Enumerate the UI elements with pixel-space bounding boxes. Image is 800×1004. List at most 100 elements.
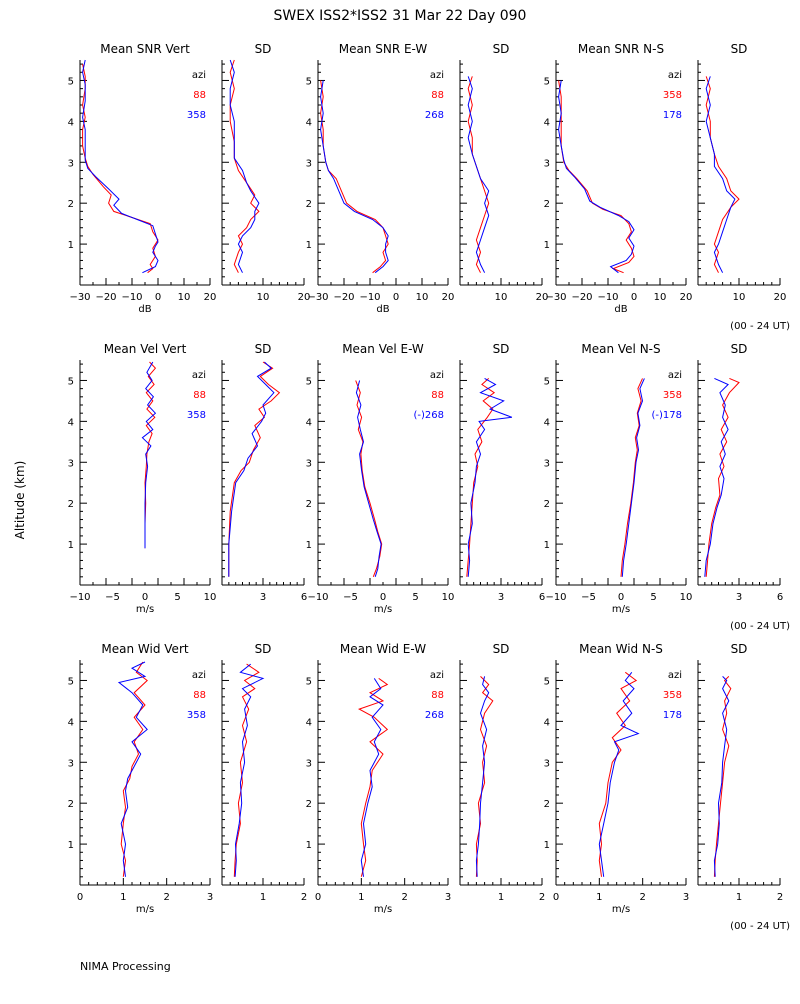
panel-r2-c3-xtick-label: 1	[498, 892, 504, 903]
panel-r2-c2: Mean Wid E-W 1 2 3 4 5 0 1 2 3 m/s azi 88 268	[306, 642, 452, 915]
panel-r0-c1-series-b	[229, 59, 260, 273]
panel-r0-c2-title: Mean SNR E-W	[339, 42, 428, 56]
panel-r2-c3-xtick-label: 2	[539, 892, 545, 903]
panel-r0-c2-xtick-label: −30	[307, 292, 328, 303]
panel-r2-c4-title: Mean Wid N-S	[579, 642, 663, 656]
panel-r2-c4-xtick-label: 2	[639, 892, 645, 903]
panel-r0-c0-xtick-label: −20	[95, 292, 116, 303]
panel-r1-c0-xtick-label: −10	[69, 592, 90, 603]
panel-r1-c2-ytick-label: 5	[306, 376, 312, 387]
panel-r1-c4-ytick-label: 5	[544, 376, 550, 387]
panel-r2-c4-legend-entry: 178	[663, 710, 682, 721]
panel-r0-c1-series-a	[229, 59, 260, 273]
panel-r2-c0-ytick-label: 1	[68, 840, 74, 851]
panel-r1-c2-xtick-label: −5	[343, 592, 358, 603]
panel-r1-c2: Mean Vel E-W 1 2 3 4 5 −10 −5 0 5 10 m/s azi 88 (-)268	[306, 342, 455, 615]
panel-r1-c3-xtick-label: 6	[539, 592, 545, 603]
panel-r2-c2-xlabel: m/s	[374, 904, 392, 915]
panel-r2-c2-ytick-label: 2	[306, 799, 312, 810]
panel-r2-c5-series-a	[713, 676, 732, 877]
panel-r0-c3: SD 10 20	[459, 42, 548, 303]
panel-r2-c0-ytick-label: 2	[68, 799, 74, 810]
panel-r1-c1-xtick-label: 3	[260, 592, 266, 603]
panel-r0-c3-xtick-label: 10	[495, 292, 508, 303]
panel-r0-c4-legend-heading: azi	[668, 70, 682, 81]
panel-r0-c0-xtick-label: −10	[121, 292, 142, 303]
panel-r2-c4-ytick-label: 4	[544, 717, 550, 728]
panel-r2-c1-series-a	[233, 663, 260, 877]
altitude-axis-label: Altitude (km)	[13, 461, 27, 540]
panel-r2-c0-ytick-label: 5	[68, 676, 74, 687]
panel-r0-c2-series-b	[320, 80, 389, 274]
panel-r0-c2-ytick-label: 4	[306, 117, 312, 128]
panel-r2-c0-xtick-label: 0	[77, 892, 83, 903]
panel-r1-c2-xtick-label: 10	[442, 592, 455, 603]
panel-r2-c5-title: SD	[731, 642, 748, 656]
panel-r1-c2-series-b	[355, 380, 382, 577]
processing-footer: NIMA Processing	[80, 960, 171, 973]
panel-r0-c0-legend-entry: 88	[193, 90, 206, 101]
panel-r0-c0-series-a	[82, 63, 159, 274]
panel-r2-c2-series-a	[357, 677, 389, 877]
panel-r0-c4-ytick-label: 5	[544, 76, 550, 87]
panel-r2-c2-xtick-label: 0	[315, 892, 321, 903]
panel-r2-c2-ytick-label: 5	[306, 676, 312, 687]
panel-r0-c4-xtick-label: −10	[597, 292, 618, 303]
panel-r2-c4-series-a	[598, 671, 638, 877]
panel-r2-c3-title: SD	[493, 642, 510, 656]
panel-r0-c2-xlabel: dB	[376, 304, 389, 315]
panel-r1-c4-xtick-label: 0	[618, 592, 624, 603]
panel-r1-c3-series-a	[466, 378, 496, 577]
panel-r0-c4-legend-entry: 178	[663, 110, 682, 121]
panel-r1-c1-series-b	[228, 361, 275, 577]
panel-r1-c0-xtick-label: −5	[105, 592, 120, 603]
panel-r1-c2-ytick-label: 1	[306, 540, 312, 551]
panel-r2-c4-legend-heading: azi	[668, 670, 682, 681]
panel-r0-c2-legend-entry: 268	[425, 110, 444, 121]
panel-r2-c0-series-b	[117, 661, 148, 877]
panel-r1-c1-xtick-label: 6	[301, 592, 307, 603]
panel-r2-c0-legend-entry: 358	[187, 710, 206, 721]
panel-r0-c3-title: SD	[493, 42, 510, 56]
panel-r0-c4-xtick-label: 10	[654, 292, 667, 303]
panel-r2-c4-ytick-label: 5	[544, 676, 550, 687]
panel-r2-c4-xtick-label: 1	[596, 892, 602, 903]
panel-r1-c0: Mean Vel Vert 1 2 3 4 5 −10 −5 0 5 10 m/s azi 88 358	[68, 342, 217, 615]
panel-r1-c5-xtick-label: 6	[777, 592, 783, 603]
panel-r0-c0-xtick-label: 20	[204, 292, 217, 303]
panel-r1-c0-ytick-label: 2	[68, 499, 74, 510]
panel-r0-c0-ytick-label: 2	[68, 199, 74, 210]
panel-r0-c0-title: Mean SNR Vert	[100, 42, 190, 56]
panel-r1-c3-xtick-label: 3	[498, 592, 504, 603]
panel-r2-c0: Mean Wid Vert 1 2 3 4 5 0 1 2 3 m/s azi 88 358	[68, 642, 214, 915]
panel-r0-c4-ytick-label: 1	[544, 240, 550, 251]
panel-r1-c4-xlabel: m/s	[612, 604, 630, 615]
panel-r1-c5-series-a	[705, 377, 740, 577]
panel-r1-c3-series-b	[467, 377, 513, 577]
panel-r2-c2-xtick-label: 2	[401, 892, 407, 903]
panel-r0-c4-ytick-label: 2	[544, 199, 550, 210]
panel-r1-c0-ytick-label: 4	[68, 417, 74, 428]
panel-r0-c1-xtick-label: 10	[257, 292, 270, 303]
panel-r2-c2-legend-heading: azi	[430, 670, 444, 681]
panel-r1-c4-series-b	[621, 378, 645, 577]
panel-r1-c5: SD 3 6	[697, 342, 783, 603]
panel-r0-c5-series-b	[705, 76, 736, 273]
panel-r0-c1-xtick-label: 20	[298, 292, 311, 303]
panel-r0-c4-xlabel: dB	[614, 304, 627, 315]
panel-r0-c0-legend-heading: azi	[192, 70, 206, 81]
panel-r2-c4-xtick-label: 3	[683, 892, 689, 903]
panel-r0-c4-series-b	[558, 80, 635, 274]
panel-r2-c3-series-a	[475, 676, 494, 877]
panel-r2-c1-title: SD	[255, 642, 272, 656]
panel-r2-c5: SD 1 2	[697, 642, 783, 903]
panel-r1-c0-title: Mean Vel Vert	[104, 342, 187, 356]
panel-r2-c0-ytick-label: 4	[68, 717, 74, 728]
panel-r2-c4-ytick-label: 3	[544, 758, 550, 769]
panel-r0-c2-ytick-label: 5	[306, 76, 312, 87]
panel-r0-c0-xtick-label: 0	[155, 292, 161, 303]
panel-r2-c2-ytick-label: 3	[306, 758, 312, 769]
panel-r0-c2-xtick-label: −20	[333, 292, 354, 303]
panel-r0-c1-title: SD	[255, 42, 272, 56]
